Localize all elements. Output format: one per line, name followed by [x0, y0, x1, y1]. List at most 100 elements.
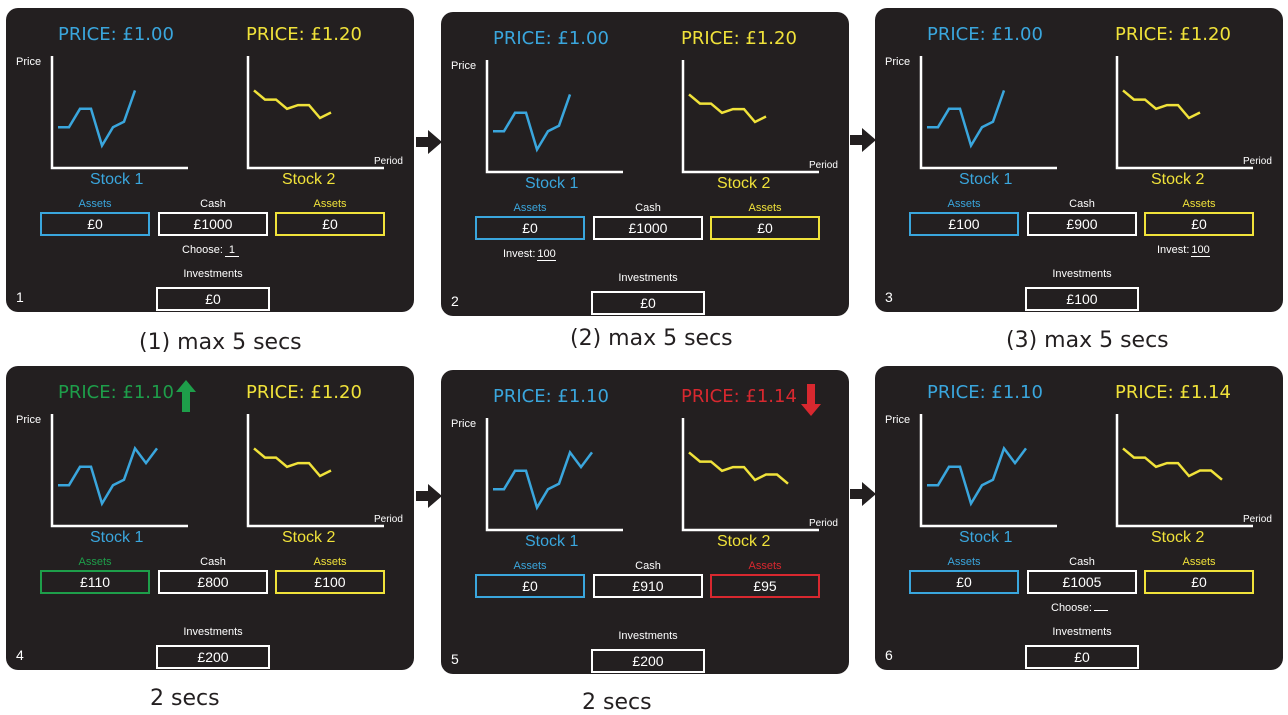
stock-1-assets-box: £0 — [475, 216, 585, 240]
stock-2-assets-box: £0 — [1144, 570, 1254, 594]
chart-axes — [1115, 56, 1253, 170]
stock-1-price: PRICE: £1.10 — [927, 382, 1043, 403]
caption-2: (2) max 5 secs — [570, 326, 733, 351]
stock-1-price: PRICE: £1.10 — [493, 386, 609, 407]
stock-1-assets-box: £0 — [909, 570, 1019, 594]
cash-label: Cash — [635, 560, 661, 572]
panel-number: 1 — [16, 289, 24, 305]
cash-label: Cash — [1069, 556, 1095, 568]
stock-1-name: Stock 1 — [959, 171, 1013, 188]
arrow-shape — [176, 380, 196, 412]
action-prompt: Choose: — [1051, 602, 1108, 614]
stock-2-name: Stock 2 — [1151, 171, 1205, 188]
investments-label: Investments — [1052, 626, 1112, 638]
stock-2-price: PRICE: £1.14 — [681, 386, 797, 407]
price-down-arrow-icon — [801, 384, 821, 416]
panel-5: PRICE: £1.10 PRICE: £1.14 Price Period Stock… — [441, 370, 849, 674]
stock-1-price-line — [58, 89, 137, 149]
investments-box: £0 — [591, 291, 705, 315]
stock-2-assets-label: Assets — [748, 560, 782, 572]
stock-1-assets-box: £100 — [909, 212, 1019, 236]
stock-2-assets-box: £95 — [710, 574, 820, 598]
caption-3: (3) max 5 secs — [1006, 328, 1169, 353]
panel-number: 5 — [451, 651, 459, 667]
axis-period-label: Period — [374, 514, 403, 525]
stock-2-price-line — [253, 89, 332, 120]
chart-axes — [485, 418, 623, 532]
stock-2-price-line — [688, 93, 767, 124]
action-prompt: Choose: 1 — [182, 244, 239, 257]
caption-4: 2 secs — [150, 686, 220, 711]
stock-1-assets-box: £0 — [40, 212, 150, 236]
axis-period-label: Period — [374, 156, 403, 167]
stock-1-assets-box: £110 — [40, 570, 150, 594]
axis-period-label: Period — [809, 518, 838, 529]
chart-axes — [681, 418, 819, 532]
chart-axes — [50, 414, 188, 528]
stock-1-assets-label: Assets — [513, 560, 547, 572]
stock-1-chart — [919, 414, 1057, 528]
stock-1-assets-label: Assets — [78, 556, 112, 568]
action-label: Invest: — [1157, 244, 1190, 256]
investments-box: £200 — [591, 649, 705, 673]
stock-1-price-line — [927, 445, 1028, 507]
cash-box: £900 — [1027, 212, 1137, 236]
stock-2-chart — [681, 418, 819, 532]
axis-period-label: Period — [1243, 514, 1272, 525]
stock-1-assets-label: Assets — [78, 198, 112, 210]
stock-1-chart — [485, 418, 623, 532]
panel-3: PRICE: £1.00 PRICE: £1.20 Price Period Stock… — [875, 8, 1283, 312]
action-input[interactable]: 1 — [224, 244, 239, 257]
stock-1-assets-label: Assets — [947, 198, 981, 210]
panel-number: 3 — [885, 289, 893, 305]
stock-1-price-line — [58, 445, 159, 507]
stock-2-assets-box: £100 — [275, 570, 385, 594]
stock-2-price: PRICE: £1.20 — [1115, 24, 1231, 45]
stock-1-assets-label: Assets — [947, 556, 981, 568]
cash-box: £1000 — [593, 216, 703, 240]
stock-1-chart — [919, 56, 1057, 170]
action-prompt: Invest: 100 — [1157, 244, 1210, 257]
stock-2-price-line — [1122, 89, 1201, 120]
panel-1: PRICE: £1.00 PRICE: £1.20 Price Period Stock… — [6, 8, 414, 312]
cash-box: £1000 — [158, 212, 268, 236]
stock-1-chart — [50, 414, 188, 528]
action-input[interactable]: 100 — [1191, 244, 1210, 257]
chart-axes — [919, 414, 1057, 528]
axis-price-label: Price — [885, 414, 911, 426]
price-up-arrow-icon — [176, 380, 196, 412]
action-label: Choose: — [1051, 602, 1092, 614]
stock-2-price: PRICE: £1.20 — [681, 28, 797, 49]
stock-1-name: Stock 1 — [90, 171, 144, 188]
stock-1-price-line — [493, 449, 594, 511]
investments-label: Investments — [183, 268, 243, 280]
chart-axes — [1115, 414, 1253, 528]
cash-label: Cash — [200, 198, 226, 210]
stock-1-price-line — [493, 93, 572, 153]
stock-2-chart — [246, 414, 384, 528]
stock-2-assets-label: Assets — [1182, 198, 1216, 210]
stock-2-assets-label: Assets — [313, 198, 347, 210]
axis-price-label: Price — [451, 60, 477, 72]
action-input[interactable]: 100 — [537, 248, 556, 261]
stock-1-price: PRICE: £1.10 — [58, 382, 174, 403]
cash-box: £1005 — [1027, 570, 1137, 594]
investments-label: Investments — [183, 626, 243, 638]
flow-arrow-2-3 — [850, 128, 876, 152]
flow-arrow-4-5 — [416, 484, 442, 508]
stock-2-price: PRICE: £1.20 — [246, 24, 362, 45]
stock-1-assets-box: £0 — [475, 574, 585, 598]
axis-price-label: Price — [16, 56, 42, 68]
stock-1-name: Stock 1 — [525, 533, 579, 550]
axis-price-label: Price — [16, 414, 42, 426]
stock-1-name: Stock 1 — [90, 529, 144, 546]
chart-axes — [246, 56, 384, 170]
stock-2-name: Stock 2 — [717, 175, 771, 192]
action-label: Invest: — [503, 248, 536, 260]
axis-price-label: Price — [885, 56, 911, 68]
flow-arrow-5-6 — [850, 482, 876, 506]
stock-2-price: PRICE: £1.14 — [1115, 382, 1231, 403]
axis-price-label: Price — [451, 418, 477, 430]
stock-2-assets-label: Assets — [748, 202, 782, 214]
action-input[interactable] — [1093, 610, 1108, 611]
